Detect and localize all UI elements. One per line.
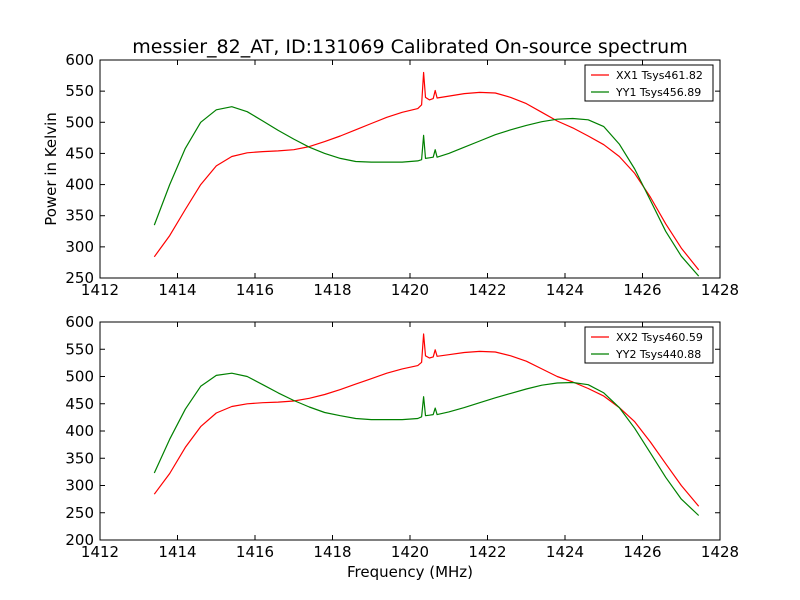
legend-label: XX2 Tsys460.59	[616, 331, 703, 344]
series-line-xx2	[153, 333, 700, 507]
x-tick-label: 1426	[623, 543, 661, 561]
y-tick-label: 350	[65, 449, 94, 467]
y-tick-label: 550	[65, 82, 94, 100]
y-tick-label: 500	[65, 113, 94, 131]
legend-label: YY1 Tsys456.89	[615, 86, 701, 99]
x-tick-label: 1428	[701, 543, 739, 561]
y-tick-label: 600	[65, 313, 94, 331]
chart-title: messier_82_AT, ID:131069 Calibrated On-s…	[132, 36, 687, 58]
x-tick-label: 1424	[546, 281, 584, 299]
x-tick-label: 1418	[313, 281, 351, 299]
legend-label: YY2 Tsys440.88	[615, 348, 701, 361]
y-tick-label: 300	[65, 477, 94, 495]
bottom-panel: 1412 1414 1416 1418 1420 1422 1424 1426 1428 200 2…	[65, 313, 739, 561]
y-tick-label: 450	[65, 144, 94, 162]
top-panel: 1412 1414 1416 1418 1420 1422 1424 1426 1428 250 3…	[65, 51, 739, 299]
x-tick-label: 1418	[313, 543, 351, 561]
x-tick-label: 1422	[468, 543, 506, 561]
series-line-yy2	[153, 372, 700, 516]
x-tick-label: 1414	[158, 543, 196, 561]
y-tick-label: 450	[65, 395, 94, 413]
y-tick-label: 400	[65, 422, 94, 440]
y-tick-label: 550	[65, 340, 94, 358]
x-tick-label: 1412	[81, 543, 119, 561]
y-tick-label: 350	[65, 207, 94, 225]
x-tick-label: 1412	[81, 281, 119, 299]
x-tick-label: 1426	[623, 281, 661, 299]
x-tick-label: 1414	[158, 281, 196, 299]
y-tick-label: 600	[65, 51, 94, 69]
x-axis-label: Frequency (MHz)	[347, 563, 473, 581]
legend: XX2 Tsys460.59 YY2 Tsys440.88	[584, 326, 714, 364]
y-tick-label: 500	[65, 368, 94, 386]
x-tick-label: 1424	[546, 543, 584, 561]
x-tick-label: 1428	[701, 281, 739, 299]
y-axis-label: Power in Kelvin	[42, 112, 60, 226]
y-tick-label: 300	[65, 238, 94, 256]
x-tick-label: 1416	[236, 281, 274, 299]
series-line-xx1	[153, 71, 700, 271]
x-tick-label: 1420	[391, 543, 429, 561]
legend: XX1 Tsys461.82 YY1 Tsys456.89	[584, 64, 714, 102]
y-tick-label: 200	[65, 531, 94, 549]
x-tick-label: 1416	[236, 543, 274, 561]
legend-box	[584, 64, 714, 102]
legend-box	[584, 326, 714, 364]
y-tick-label: 250	[65, 504, 94, 522]
x-tick-label: 1420	[391, 281, 429, 299]
legend-label: XX1 Tsys461.82	[616, 69, 703, 82]
y-tick-label: 250	[65, 269, 94, 287]
y-tick-label: 400	[65, 176, 94, 194]
series-line-yy1	[153, 106, 700, 277]
x-tick-label: 1422	[468, 281, 506, 299]
